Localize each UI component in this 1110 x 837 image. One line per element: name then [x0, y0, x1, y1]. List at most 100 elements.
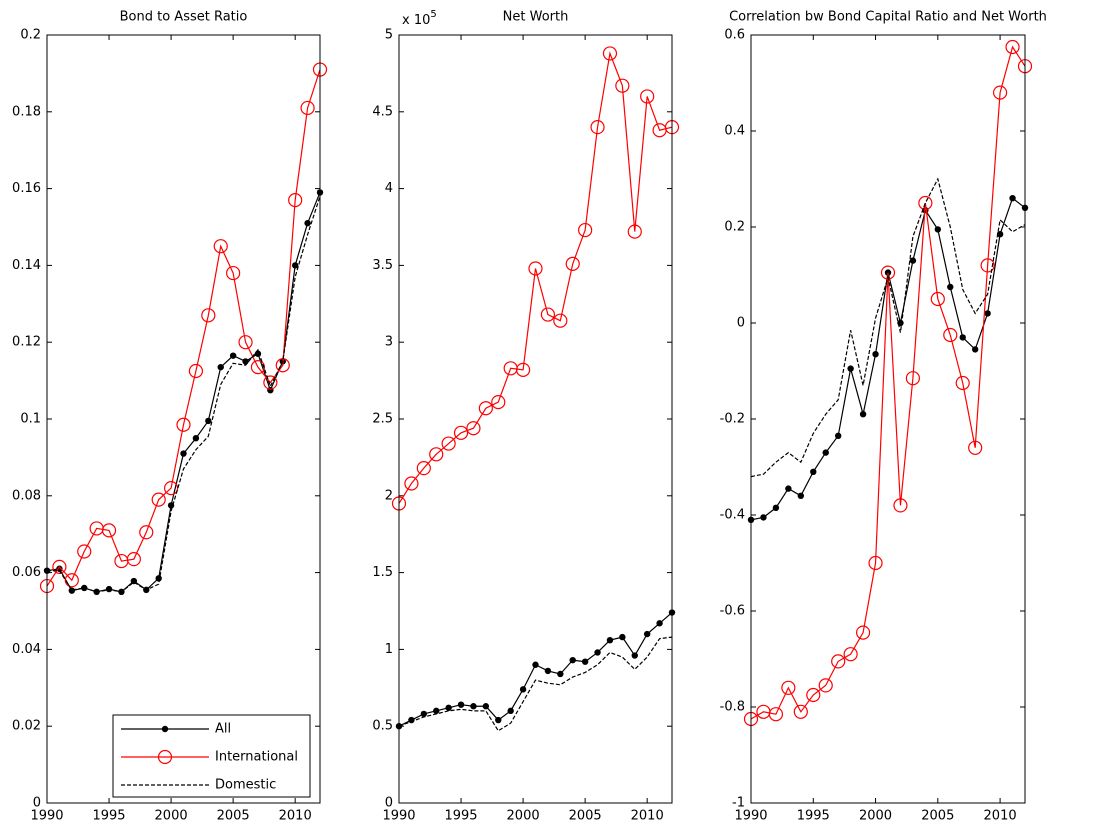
marker-circle: [404, 476, 419, 491]
marker-circle: [163, 481, 179, 496]
marker-circle: [416, 461, 431, 476]
y-multiplier-exponent: 5: [430, 9, 436, 20]
marker-dot: [971, 346, 979, 353]
x-tick-label: 2000: [155, 809, 188, 824]
x-tick-label: 1995: [444, 809, 477, 824]
y-tick-label: 0.02: [12, 719, 41, 734]
series-line: [750, 45, 1026, 720]
marker-dot: [81, 584, 88, 592]
marker-circle: [565, 256, 580, 271]
marker-circle: [818, 678, 833, 693]
marker-circle: [238, 335, 253, 350]
marker-dot: [996, 231, 1004, 238]
x-tick-label: 2000: [507, 809, 540, 824]
y-tick-label: -0.2: [720, 412, 745, 427]
x-tick-label: 2000: [859, 809, 892, 824]
marker-circle: [176, 417, 191, 432]
x-tick-label: 2010: [279, 809, 312, 824]
marker-dot: [934, 226, 942, 233]
marker-dot: [834, 432, 842, 439]
marker-dot: [631, 652, 638, 659]
y-tick-label: -0.6: [720, 604, 745, 619]
marker-circle: [768, 707, 784, 722]
marker-dot: [619, 633, 626, 641]
y-tick-label: 4: [385, 181, 393, 196]
marker-dot: [304, 219, 311, 227]
marker-dot: [643, 630, 651, 638]
marker-circle: [627, 224, 642, 239]
marker-dot: [495, 716, 502, 724]
marker-dot: [155, 575, 162, 582]
marker-circle: [602, 46, 618, 61]
marker-circle: [980, 258, 995, 273]
y-multiplier-base: x 10: [402, 13, 430, 28]
marker-circle: [955, 375, 970, 391]
marker-dot: [569, 656, 576, 664]
y-tick-label: -0.8: [720, 700, 745, 715]
y-tick-label: 0.06: [12, 565, 41, 580]
marker-circle: [640, 89, 655, 104]
marker-dot: [105, 585, 113, 593]
y-tick-label: 4.5: [372, 104, 393, 119]
x-tick-label: 2005: [569, 809, 602, 824]
x-tick-label: 2010: [631, 809, 664, 824]
marker-dot: [267, 387, 274, 394]
marker-circle: [101, 523, 117, 538]
marker-dot: [847, 365, 854, 372]
marker-circle: [1005, 39, 1020, 55]
marker-dot: [229, 352, 237, 359]
plot-frame: [46, 34, 321, 804]
marker-dot: [822, 449, 829, 456]
legend-marker: [161, 725, 169, 733]
x-tick-label: 1995: [797, 809, 830, 824]
plot-area: [751, 35, 1025, 803]
marker-dot: [1009, 195, 1016, 202]
legend-marker: [157, 749, 173, 765]
marker-dot: [760, 514, 767, 521]
series-line: [398, 636, 673, 732]
marker-circle: [288, 193, 303, 208]
marker-dot: [482, 703, 490, 710]
x-tick-label: 1990: [382, 809, 415, 824]
marker-circle: [843, 647, 858, 662]
marker-dot: [457, 701, 465, 708]
marker-circle: [578, 222, 593, 238]
y-tick-label: 1.5: [372, 565, 393, 580]
marker-circle: [793, 704, 808, 719]
y-tick-label: 3: [385, 335, 393, 350]
marker-dot: [507, 707, 514, 715]
marker-circle: [553, 313, 568, 328]
marker-dot: [984, 310, 991, 317]
marker-dot: [433, 707, 440, 715]
plot-frame: [750, 34, 1026, 804]
marker-circle: [491, 395, 506, 410]
plot-area: [399, 35, 672, 803]
y-tick-label: 0.2: [20, 28, 41, 43]
marker-dot: [242, 358, 249, 365]
y-tick-label: 0.6: [724, 28, 745, 43]
y-tick-label: 0.4: [724, 124, 745, 139]
marker-circle: [77, 544, 92, 559]
marker-circle: [855, 625, 871, 640]
marker-circle: [930, 291, 945, 307]
legend-label: All: [215, 722, 231, 737]
marker-dot: [909, 257, 917, 264]
marker-circle: [300, 100, 315, 116]
x-tick-label: 2005: [217, 809, 250, 824]
y-tick-label: 0.08: [12, 488, 41, 503]
marker-dot: [291, 262, 299, 269]
y-tick-label: 0.2: [724, 220, 745, 235]
marker-circle: [441, 436, 456, 451]
y-tick-label: -1: [732, 796, 745, 811]
marker-dot: [594, 649, 601, 656]
marker-dot: [606, 636, 614, 644]
marker-circle: [64, 573, 79, 588]
marker-dot: [180, 450, 187, 457]
legend-label: International: [215, 750, 298, 765]
marker-circle: [868, 555, 883, 571]
marker-circle: [831, 654, 846, 669]
marker-circle: [151, 492, 166, 507]
marker-dot: [859, 411, 867, 418]
y-multiplier: x 105: [402, 9, 437, 28]
